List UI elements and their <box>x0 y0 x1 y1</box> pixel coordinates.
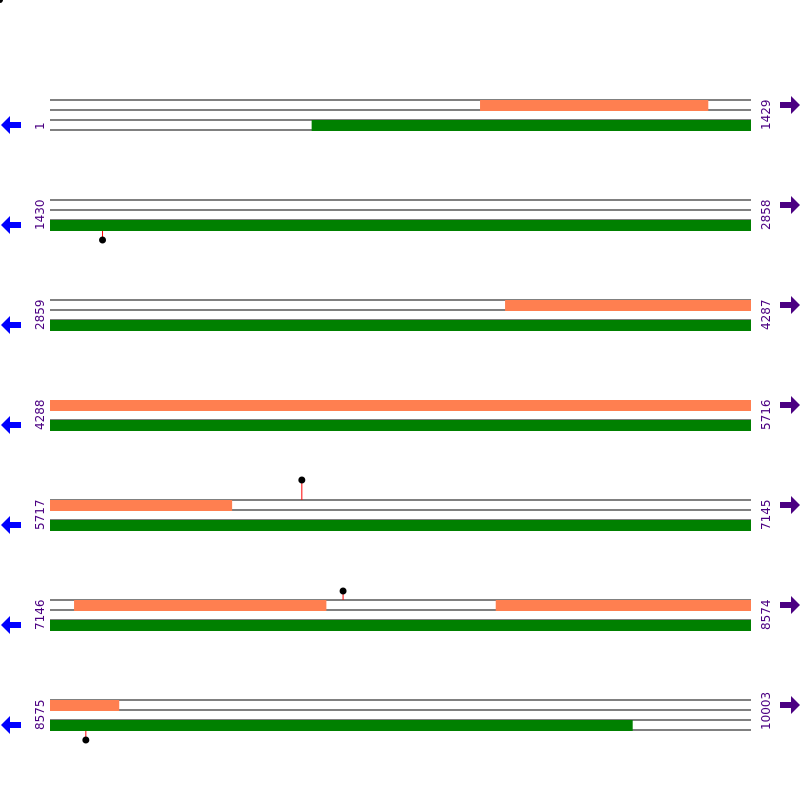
left-arrow-icon[interactable] <box>1 616 21 634</box>
end-position-label: 8574 <box>759 599 773 630</box>
left-arrow-icon[interactable] <box>1 116 21 134</box>
end-position-label: 10003 <box>759 692 773 730</box>
end-position-label: 4287 <box>759 299 773 330</box>
left-arrow-icon[interactable] <box>1 716 21 734</box>
start-position-label: 4288 <box>33 399 47 430</box>
bottom-feature-bar <box>50 420 751 431</box>
start-position-label: 8575 <box>33 699 47 730</box>
bottom-feature-bar <box>50 320 751 331</box>
marker-head[interactable] <box>82 736 90 744</box>
right-arrow-icon[interactable] <box>780 296 800 314</box>
top-feature-bar <box>50 500 233 511</box>
bottom-feature-bar <box>50 220 751 231</box>
left-arrow-icon[interactable] <box>1 316 21 334</box>
left-arrow-icon[interactable] <box>1 216 21 234</box>
left-arrow-icon[interactable] <box>1 516 21 534</box>
bottom-feature-bar <box>50 720 633 731</box>
right-arrow-icon[interactable] <box>780 496 800 514</box>
top-feature-bar <box>495 600 751 611</box>
end-position-label: 1429 <box>759 99 773 130</box>
corner-dot <box>0 0 3 3</box>
start-position-label: 1 <box>33 122 47 130</box>
right-arrow-icon[interactable] <box>780 696 800 714</box>
marker-head[interactable] <box>298 476 306 484</box>
start-position-label: 2859 <box>33 299 47 330</box>
right-arrow-icon[interactable] <box>780 196 800 214</box>
start-position-label: 7146 <box>33 599 47 630</box>
track-row: 7146 8574 <box>1 587 800 634</box>
track-row: 5717 7145 <box>1 476 800 534</box>
track-row: 8575 10003 <box>1 692 800 744</box>
track-row: 1430 2858 <box>1 196 800 244</box>
bottom-feature-bar <box>50 520 751 531</box>
right-arrow-icon[interactable] <box>780 96 800 114</box>
track-row: 4288 5716 <box>1 396 800 434</box>
top-feature-bar <box>50 700 120 711</box>
end-position-label: 2858 <box>759 199 773 230</box>
marker-head[interactable] <box>99 236 107 244</box>
left-arrow-icon[interactable] <box>1 416 21 434</box>
top-feature-bar <box>74 600 327 611</box>
start-position-label: 1430 <box>33 199 47 230</box>
start-position-label: 5717 <box>33 499 47 530</box>
bottom-feature-bar <box>311 120 751 131</box>
right-arrow-icon[interactable] <box>780 396 800 414</box>
track-row: 1 1429 <box>1 96 800 134</box>
top-feature-bar <box>480 100 709 111</box>
marker-head[interactable] <box>339 587 347 595</box>
top-feature-bar <box>50 400 751 411</box>
top-feature-bar <box>505 300 751 311</box>
track-row: 2859 4287 <box>1 296 800 334</box>
bottom-feature-bar <box>50 620 751 631</box>
right-arrow-icon[interactable] <box>780 596 800 614</box>
end-position-label: 7145 <box>759 499 773 530</box>
end-position-label: 5716 <box>759 399 773 430</box>
